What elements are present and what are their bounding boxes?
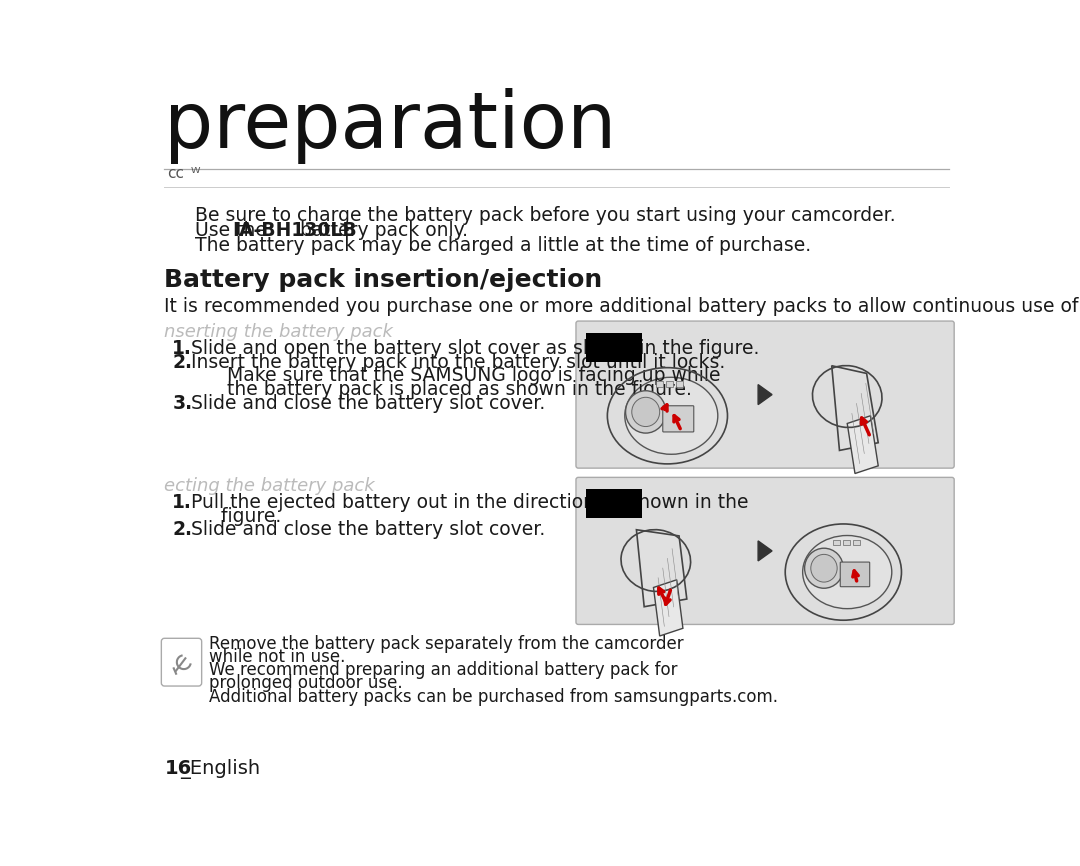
Text: prolonged outdoor use.: prolonged outdoor use. — [210, 675, 403, 693]
FancyBboxPatch shape — [576, 321, 954, 469]
Bar — [843, 540, 850, 545]
Text: Battery pack insertion/ejection: Battery pack insertion/ejection — [164, 268, 603, 292]
Text: Use the: Use the — [195, 221, 273, 240]
Polygon shape — [636, 530, 687, 607]
Ellipse shape — [811, 554, 837, 582]
Polygon shape — [758, 385, 772, 404]
Text: Pull the ejected battery out in the direction as shown in the: Pull the ejected battery out in the dire… — [191, 493, 748, 512]
FancyBboxPatch shape — [576, 477, 954, 624]
Text: ecting the battery pack: ecting the battery pack — [164, 477, 375, 495]
Bar — [586, 333, 642, 362]
Ellipse shape — [632, 397, 660, 427]
Text: Slide and close the battery slot cover.: Slide and close the battery slot cover. — [191, 394, 545, 413]
Text: Slide and close the battery slot cover.: Slide and close the battery slot cover. — [191, 520, 545, 540]
Polygon shape — [653, 579, 683, 636]
Text: It is recommended you purchase one or more additional battery packs to allow con: It is recommended you purchase one or mo… — [164, 297, 1080, 316]
Text: IA-BH130LB: IA-BH130LB — [232, 221, 357, 240]
Text: Additional battery packs can be purchased from samsungparts.com.: Additional battery packs can be purchase… — [210, 688, 779, 706]
Bar — [834, 540, 840, 545]
Ellipse shape — [625, 378, 718, 455]
Text: ᴄᴄ: ᴄᴄ — [167, 166, 185, 181]
Text: 1.: 1. — [172, 339, 192, 358]
Text: figure.: figure. — [191, 507, 281, 526]
Text: Make sure that the SAMSUNG logo is facing up while: Make sure that the SAMSUNG logo is facin… — [191, 366, 720, 385]
Bar — [586, 489, 642, 518]
Polygon shape — [832, 365, 878, 450]
Text: battery pack only.: battery pack only. — [294, 221, 468, 240]
Text: _English: _English — [180, 759, 260, 779]
Text: Remove the battery pack separately from the camcorder: Remove the battery pack separately from … — [210, 636, 684, 653]
Text: 2.: 2. — [172, 520, 192, 540]
FancyBboxPatch shape — [840, 562, 869, 586]
Bar — [656, 381, 663, 386]
Text: while not in use.: while not in use. — [210, 649, 346, 666]
Bar — [853, 540, 861, 545]
Bar — [676, 381, 683, 386]
Text: preparation: preparation — [164, 88, 617, 164]
Text: 16: 16 — [164, 759, 192, 779]
Polygon shape — [758, 541, 772, 561]
Text: 1.: 1. — [172, 493, 192, 512]
Polygon shape — [847, 416, 878, 474]
Text: Slide and open the battery slot cover as shown in the figure.: Slide and open the battery slot cover as… — [191, 339, 759, 358]
Ellipse shape — [802, 535, 892, 609]
Text: the battery pack is placed as shown in the figure.: the battery pack is placed as shown in t… — [191, 380, 691, 399]
Text: We recommend preparing an additional battery pack for: We recommend preparing an additional bat… — [210, 662, 678, 680]
Text: ᵂ: ᵂ — [191, 166, 200, 181]
FancyBboxPatch shape — [663, 406, 693, 432]
Text: 2.: 2. — [172, 352, 192, 372]
Text: 3.: 3. — [172, 394, 192, 413]
Bar — [666, 381, 673, 386]
Ellipse shape — [805, 548, 843, 588]
Text: The battery pack may be charged a little at the time of purchase.: The battery pack may be charged a little… — [195, 236, 811, 255]
Text: Insert the battery pack into the battery slot until it locks.: Insert the battery pack into the battery… — [191, 352, 725, 372]
FancyBboxPatch shape — [161, 638, 202, 686]
Ellipse shape — [625, 391, 666, 433]
Text: nserting the battery pack: nserting the battery pack — [164, 323, 393, 341]
Text: Be sure to charge the battery pack before you start using your camcorder.: Be sure to charge the battery pack befor… — [195, 206, 896, 225]
